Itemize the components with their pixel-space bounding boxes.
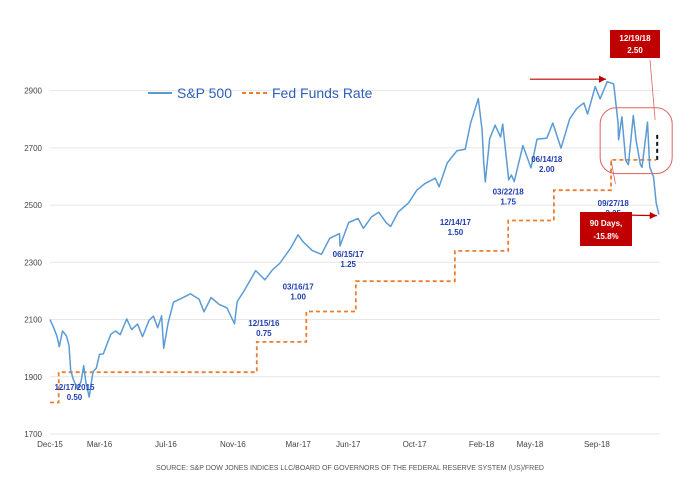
drawdown-box xyxy=(580,212,632,246)
overlays xyxy=(529,59,673,220)
legend-sp500-label: S&P 500 xyxy=(177,85,232,101)
legend-fedfunds-label: Fed Funds Rate xyxy=(272,85,373,101)
fed-funds-step-line xyxy=(50,158,657,404)
latest-hike-date: 12/19/18 xyxy=(619,34,651,43)
y-axis-ticks: 1700 1900 2100 2300 2500 2700 2900 xyxy=(24,87,42,439)
y-tick-label: 1700 xyxy=(24,430,42,439)
x-axis-ticks: Dec-15 Mar-16 Jul-16 Nov-16 Mar-17 Jun-17 Oct-… xyxy=(37,440,610,449)
rate-hike-value-label: 1.25 xyxy=(340,260,356,269)
x-tick-label: Jun-17 xyxy=(336,440,361,449)
highlight-region xyxy=(599,107,673,175)
rate-hike-value-label: 1.00 xyxy=(290,293,306,302)
x-tick-label: May-18 xyxy=(517,440,544,449)
rate-hike-value-label: 0.75 xyxy=(256,329,272,338)
rate-hike-date-label: 06/15/17 xyxy=(333,250,365,259)
rate-hike-value-label: 2.00 xyxy=(539,165,555,174)
x-tick-label: Feb-18 xyxy=(469,440,495,449)
sp500-line xyxy=(49,80,660,398)
y-tick-label: 2700 xyxy=(24,144,42,153)
drawdown-callout: 90 Days, -15.8% xyxy=(580,212,632,246)
fed-funds-rate-series xyxy=(50,133,659,404)
rate-hike-value-label: 1.50 xyxy=(448,228,464,237)
x-tick-label: Jul-16 xyxy=(155,440,177,449)
y-tick-label: 2100 xyxy=(24,316,42,325)
y-tick-label: 1900 xyxy=(24,373,42,382)
rate-hike-date-label: 03/22/18 xyxy=(493,188,525,197)
sept-hike-leader xyxy=(610,159,616,184)
latest-hike-rate: 2.50 xyxy=(627,46,643,55)
x-tick-label: Mar-16 xyxy=(87,440,113,449)
latest-hike-box xyxy=(610,30,660,58)
x-tick-label: Nov-16 xyxy=(220,440,246,449)
x-tick-label: Mar-17 xyxy=(285,440,311,449)
latest-hike-leader xyxy=(649,59,656,120)
rate-hike-value-label: 1.75 xyxy=(500,198,516,207)
rate-hike-date-label: 03/16/17 xyxy=(283,283,315,292)
x-tick-label: Oct-17 xyxy=(403,440,428,449)
y-tick-label: 2500 xyxy=(24,201,42,210)
rate-hike-value-label: 0.50 xyxy=(67,393,83,402)
rate-hike-date-label: 06/14/18 xyxy=(531,155,563,164)
rate-hike-date-label: 12/15/16 xyxy=(248,319,280,328)
drawdown-pct: -15.8% xyxy=(593,232,618,241)
sp500-series xyxy=(49,80,660,398)
source-note: SOURCE: S&P DOW JONES INDICES LLC/BOARD … xyxy=(156,465,544,472)
rate-hike-date-label: 12/14/17 xyxy=(440,218,472,227)
gridlines xyxy=(50,90,660,435)
y-tick-label: 2900 xyxy=(24,87,42,96)
x-tick-label: Sep-18 xyxy=(584,440,610,449)
latest-hike-callout: 12/19/18 2.50 xyxy=(610,30,660,58)
rate-hike-date-label: 09/27/18 xyxy=(598,199,630,208)
y-tick-label: 2300 xyxy=(24,258,42,267)
legend: S&P 500 Fed Funds Rate xyxy=(148,85,373,101)
rate-hike-date-label: 12/17/2015 xyxy=(54,383,95,392)
x-tick-label: Dec-15 xyxy=(37,440,63,449)
drawdown-days: 90 Days, xyxy=(590,219,622,228)
